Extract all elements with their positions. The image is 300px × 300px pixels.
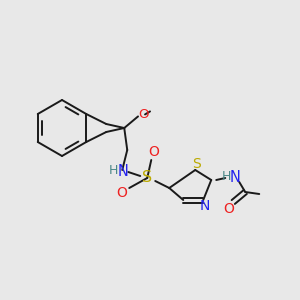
Text: O: O <box>138 108 148 121</box>
Text: O: O <box>223 202 234 216</box>
Text: H: H <box>109 164 118 178</box>
Text: O: O <box>148 145 159 159</box>
Text: H: H <box>222 170 231 184</box>
Text: O: O <box>116 186 127 200</box>
Text: N: N <box>118 164 129 178</box>
Text: S: S <box>142 170 152 185</box>
Text: N: N <box>230 169 241 184</box>
Text: N: N <box>200 199 210 213</box>
Text: S: S <box>192 157 201 171</box>
